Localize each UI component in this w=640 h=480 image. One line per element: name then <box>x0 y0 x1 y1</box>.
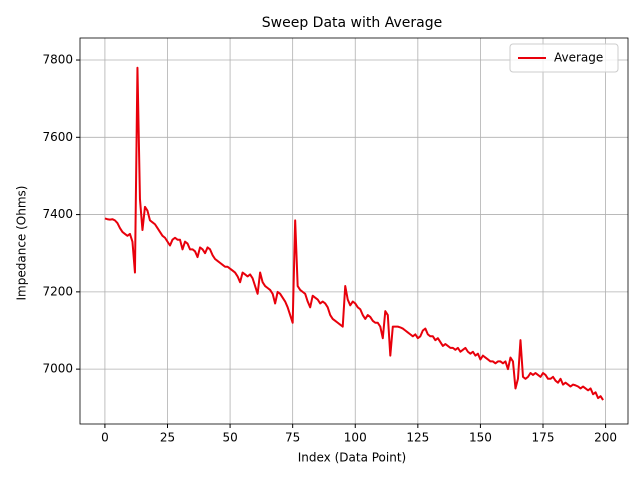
y-tick-label: 7800 <box>42 53 73 67</box>
y-tick-label: 7400 <box>42 207 73 221</box>
y-axis-label: Impedance (Ohms) <box>15 186 29 301</box>
legend-box <box>509 43 619 73</box>
y-tick-label: 7600 <box>42 130 73 144</box>
x-axis-label: Index (Data Point) <box>298 451 406 465</box>
x-tick-label: 0 <box>101 431 109 445</box>
x-tick-label: 100 <box>344 431 367 445</box>
x-tick-label: 25 <box>160 431 175 445</box>
x-tick-label: 125 <box>406 431 429 445</box>
x-tick-label: 175 <box>532 431 555 445</box>
legend-label: Average <box>554 51 603 65</box>
y-tick-label: 7000 <box>42 362 73 376</box>
x-tick-label: 75 <box>285 431 300 445</box>
chart-title: Sweep Data with Average <box>262 15 442 31</box>
series-line <box>104 66 604 401</box>
x-tick-label: 200 <box>594 431 617 445</box>
x-tick-label: 50 <box>222 431 237 445</box>
x-tick-label: 150 <box>469 431 492 445</box>
legend: Average <box>509 43 619 73</box>
y-tick-label: 7200 <box>42 284 73 298</box>
plot-frame <box>79 37 629 425</box>
